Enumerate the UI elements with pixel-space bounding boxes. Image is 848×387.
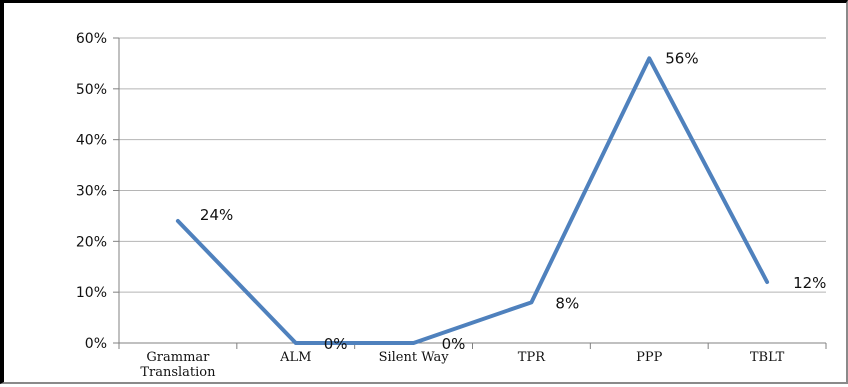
y-tick-label: 20%	[76, 234, 107, 250]
data-label: 12%	[793, 274, 826, 292]
x-category-label: ALM	[279, 350, 311, 365]
y-axis-tick-labels: 0% 10% 20% 30% 40% 50% 60%	[76, 31, 107, 352]
x-category-label: Silent Way	[379, 350, 450, 365]
data-label: 24%	[200, 206, 233, 224]
data-label: 8%	[555, 294, 579, 312]
y-tick-label: 30%	[76, 184, 107, 200]
y-tick-label: 40%	[76, 133, 107, 149]
y-tick-label: 50%	[76, 82, 107, 98]
x-category-label: Grammar	[146, 350, 210, 365]
series-lines	[178, 58, 767, 343]
data-label: 0%	[442, 335, 466, 353]
data-label: 0%	[324, 335, 348, 353]
gridlines	[119, 38, 826, 292]
x-category-label: Translation	[140, 365, 216, 380]
x-category-label: TPR	[518, 350, 546, 365]
x-category-label: TBLT	[750, 350, 785, 365]
y-tick-label: 60%	[76, 31, 107, 47]
x-category-label: PPP	[636, 350, 662, 365]
y-tick-label: 0%	[85, 336, 107, 352]
y-tick-label: 10%	[76, 285, 107, 301]
series-line	[178, 58, 767, 343]
data-label: 56%	[665, 49, 698, 67]
